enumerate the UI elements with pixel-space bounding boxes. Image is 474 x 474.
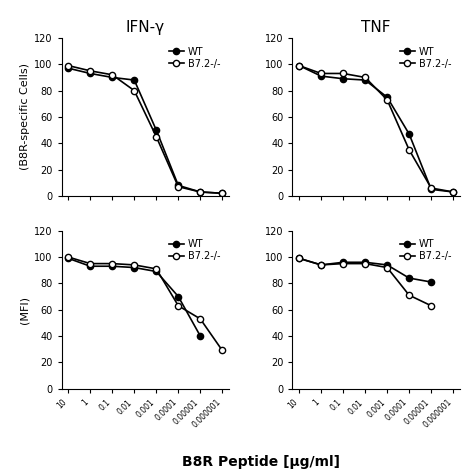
WT [65,65,71,71]
WT [154,127,159,133]
WT [384,94,390,100]
WT [318,262,324,268]
Line: B7.2-/-: B7.2-/- [296,63,456,195]
B7.2-/- [131,262,137,268]
WT [87,264,93,269]
WT [198,189,203,195]
WT [428,279,434,285]
Legend: WT, B7.2-/-: WT, B7.2-/- [396,43,455,73]
WT [65,255,71,261]
WT [87,71,93,76]
B7.2-/- [109,261,115,266]
B7.2-/- [406,292,412,298]
WT [318,73,324,79]
WT [406,275,412,281]
B7.2-/- [384,264,390,270]
WT [109,264,115,269]
WT [198,333,203,339]
WT [109,74,115,80]
B7.2-/- [131,88,137,93]
B7.2-/- [219,347,225,353]
Line: WT: WT [65,65,226,196]
B7.2-/- [362,74,368,80]
Line: B7.2-/-: B7.2-/- [296,255,434,309]
B7.2-/- [154,134,159,139]
WT [219,191,225,196]
B7.2-/- [406,147,412,153]
WT [428,186,434,192]
Line: B7.2-/-: B7.2-/- [65,254,226,354]
B7.2-/- [65,63,71,68]
Line: WT: WT [296,63,456,195]
WT [384,262,390,268]
B7.2-/- [340,71,346,76]
B7.2-/- [428,303,434,309]
WT [340,259,346,265]
Text: B8R Peptide [μg/ml]: B8R Peptide [μg/ml] [182,455,340,469]
WT [362,77,368,83]
B7.2-/- [87,68,93,73]
B7.2-/- [198,316,203,322]
WT [296,255,302,261]
B7.2-/- [87,261,93,266]
Title: TNF: TNF [361,20,391,36]
Legend: WT, B7.2-/-: WT, B7.2-/- [165,43,224,73]
WT [340,76,346,82]
WT [131,77,137,83]
B7.2-/- [219,191,225,196]
Legend: WT, B7.2-/-: WT, B7.2-/- [396,236,455,265]
B7.2-/- [428,185,434,191]
B7.2-/- [450,189,456,195]
B7.2-/- [154,266,159,272]
WT [406,131,412,137]
Y-axis label: (MFI): (MFI) [20,296,30,324]
Line: B7.2-/-: B7.2-/- [65,63,226,196]
WT [154,269,159,274]
B7.2-/- [296,255,302,261]
B7.2-/- [198,189,203,195]
Line: WT: WT [296,255,434,285]
B7.2-/- [318,71,324,76]
Legend: WT, B7.2-/-: WT, B7.2-/- [165,236,224,265]
B7.2-/- [175,184,181,190]
WT [175,182,181,188]
B7.2-/- [296,63,302,68]
Title: IFN-γ: IFN-γ [126,20,165,36]
B7.2-/- [109,72,115,78]
WT [362,259,368,265]
B7.2-/- [175,303,181,309]
WT [131,264,137,270]
WT [450,189,456,195]
Y-axis label: (B8R-specific Cells): (B8R-specific Cells) [20,64,30,171]
B7.2-/- [65,254,71,260]
WT [175,294,181,300]
B7.2-/- [384,97,390,103]
WT [296,63,302,68]
B7.2-/- [340,261,346,266]
B7.2-/- [362,261,368,266]
Line: WT: WT [65,255,203,339]
B7.2-/- [318,262,324,268]
